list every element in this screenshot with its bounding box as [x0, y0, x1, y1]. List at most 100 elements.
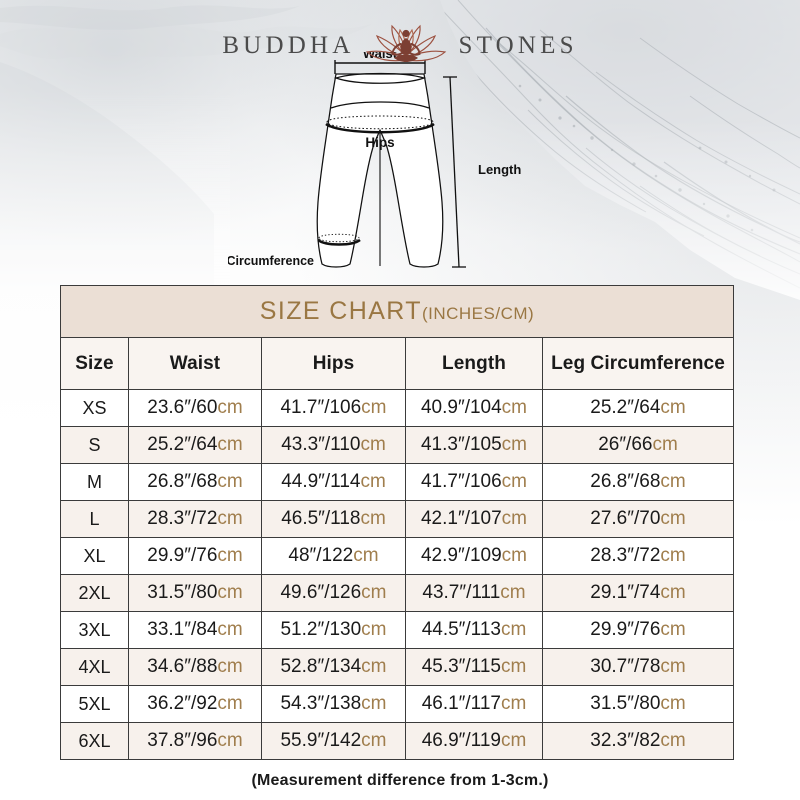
cell-length: 42.9″/109cm — [405, 537, 543, 575]
cell-waist: 33.1″/84cm — [128, 611, 262, 649]
chart-title-sub: (INCHES/CM) — [421, 304, 535, 323]
chart-title-row: SIZE CHART(INCHES/CM) — [60, 285, 734, 338]
cell-hips: 48″/122cm — [261, 537, 406, 575]
value-number: 26.8″/68 — [147, 471, 218, 492]
value-number: 49.6″/126 — [280, 582, 362, 603]
table-row: XL 29.9″/76cm 48″/122cm 42.9″/109cm 28.3″/72… — [60, 537, 734, 575]
column-header-row: Size Waist Hips Length Leg Circumference — [60, 337, 734, 390]
cell-hips: 51.2″/130cm — [261, 611, 406, 649]
value-unit: cm — [501, 434, 527, 455]
value-number: 52.8″/134 — [280, 656, 362, 677]
leg-circumference-dotted-line — [318, 233, 360, 243]
cell-leg-circumference: 28.3″/72cm — [542, 537, 734, 575]
value-unit: cm — [660, 508, 686, 529]
table-row: 2XL 31.5″/80cm 49.6″/126cm 43.7″/111cm 29.1″… — [60, 574, 734, 612]
cell-hips: 41.7″/106cm — [261, 389, 406, 427]
cell-size: M — [60, 463, 129, 501]
table-row: 5XL 36.2″/92cm 54.3″/138cm 46.1″/117cm 31.5″… — [60, 685, 734, 723]
cell-size: 5XL — [60, 685, 129, 723]
cell-length: 45.3″/115cm — [405, 648, 543, 686]
cell-size: XL — [60, 537, 129, 575]
cell-length: 43.7″/111cm — [405, 574, 543, 612]
value-number: 41.3″/105 — [420, 434, 502, 455]
column-header-waist: Waist — [128, 337, 262, 390]
value-unit: cm — [217, 582, 243, 603]
cell-length: 46.1″/117cm — [405, 685, 543, 723]
size-chart-body: XS 23.6″/60cm 41.7″/106cm 40.9″/104cm 25.2″/… — [60, 389, 734, 760]
value-unit: cm — [660, 730, 686, 751]
value-unit: cm — [361, 693, 387, 714]
waist-label: Waist — [363, 52, 398, 61]
cell-leg-circumference: 25.2″/64cm — [542, 389, 734, 427]
hips-dotted-line — [326, 115, 434, 130]
cell-waist: 37.8″/96cm — [128, 722, 262, 760]
value-unit: cm — [361, 397, 387, 418]
value-unit: cm — [500, 693, 527, 714]
table-row: S 25.2″/64cm 43.3″/110cm 41.3″/105cm 26″/66c… — [60, 426, 734, 464]
cloud-wisps — [0, 5, 372, 59]
value-unit: cm — [660, 693, 686, 714]
value-number: 30.7″/78 — [590, 656, 661, 677]
table-row: L 28.3″/72cm 46.5″/118cm 42.1″/107cm 27.6″/7… — [60, 500, 734, 538]
cell-length: 44.5″/113cm — [405, 611, 543, 649]
value-number: 29.1″/74 — [590, 582, 661, 603]
value-unit: cm — [361, 619, 387, 640]
cell-leg-circumference: 31.5″/80cm — [542, 685, 734, 723]
cell-hips: 52.8″/134cm — [261, 648, 406, 686]
size-chart-table: SIZE CHART(INCHES/CM) Size Waist Hips Le… — [60, 285, 734, 760]
value-unit: cm — [501, 508, 527, 529]
value-number: 46.9″/119 — [421, 730, 501, 751]
value-number: 28.3″/72 — [590, 545, 661, 566]
cell-leg-circumference: 32.3″/82cm — [542, 722, 734, 760]
value-unit: cm — [217, 730, 243, 751]
cell-waist: 26.8″/68cm — [128, 463, 262, 501]
value-number: 36.2″/92 — [147, 693, 218, 714]
value-unit: cm — [500, 619, 527, 640]
cell-waist: 28.3″/72cm — [128, 500, 262, 538]
value-number: 26.8″/68 — [590, 471, 661, 492]
cell-leg-circumference: 26″/66cm — [542, 426, 734, 464]
value-unit: cm — [217, 656, 243, 677]
table-row: 4XL 34.6″/88cm 52.8″/134cm 45.3″/115cm 30.7″… — [60, 648, 734, 686]
lotus-meditation-logo-icon — [366, 24, 447, 62]
value-number: 43.3″/110 — [281, 434, 361, 455]
cell-waist: 25.2″/64cm — [128, 426, 262, 464]
table-row: XS 23.6″/60cm 41.7″/106cm 40.9″/104cm 25.2″/… — [60, 389, 734, 427]
length-dimension-line — [443, 76, 466, 268]
chart-title-cell: SIZE CHART(INCHES/CM) — [60, 285, 734, 338]
left-slope — [0, 62, 230, 300]
cell-size: L — [60, 500, 129, 538]
value-unit: cm — [217, 471, 243, 492]
table-row: 6XL 37.8″/96cm 55.9″/142cm 46.9″/119cm 32.3″… — [60, 722, 734, 760]
cell-length: 41.3″/105cm — [405, 426, 543, 464]
value-number: 27.6″/70 — [590, 508, 661, 529]
value-number: 48″/122 — [288, 545, 354, 566]
value-unit: cm — [660, 545, 686, 566]
value-number: 32.3″/82 — [590, 730, 661, 751]
value-unit: cm — [361, 582, 387, 603]
value-unit: cm — [660, 619, 686, 640]
value-number: 40.9″/104 — [420, 397, 502, 418]
cell-hips: 55.9″/142cm — [261, 722, 406, 760]
value-number: 29.9″/76 — [147, 545, 218, 566]
cell-length: 46.9″/119cm — [405, 722, 543, 760]
measurement-note: (Measurement difference from 1-3cm.) — [251, 772, 549, 789]
cell-length: 41.7″/106cm — [405, 463, 543, 501]
cell-hips: 44.9″/114cm — [261, 463, 406, 501]
value-number: 41.7″/106 — [420, 471, 502, 492]
value-unit: cm — [217, 434, 243, 455]
value-unit: cm — [361, 656, 387, 677]
column-header-hips: Hips — [261, 337, 406, 390]
length-label: Length — [478, 162, 521, 177]
value-number: 29.9″/76 — [590, 619, 661, 640]
cell-hips: 43.3″/110cm — [261, 426, 406, 464]
value-number: 42.9″/109 — [420, 545, 502, 566]
value-unit: cm — [217, 693, 243, 714]
cell-hips: 49.6″/126cm — [261, 574, 406, 612]
cell-hips: 46.5″/118cm — [261, 500, 406, 538]
value-number: 37.8″/96 — [147, 730, 218, 751]
value-number: 25.2″/64 — [147, 434, 218, 455]
cell-waist: 29.9″/76cm — [128, 537, 262, 575]
value-unit: cm — [360, 434, 386, 455]
